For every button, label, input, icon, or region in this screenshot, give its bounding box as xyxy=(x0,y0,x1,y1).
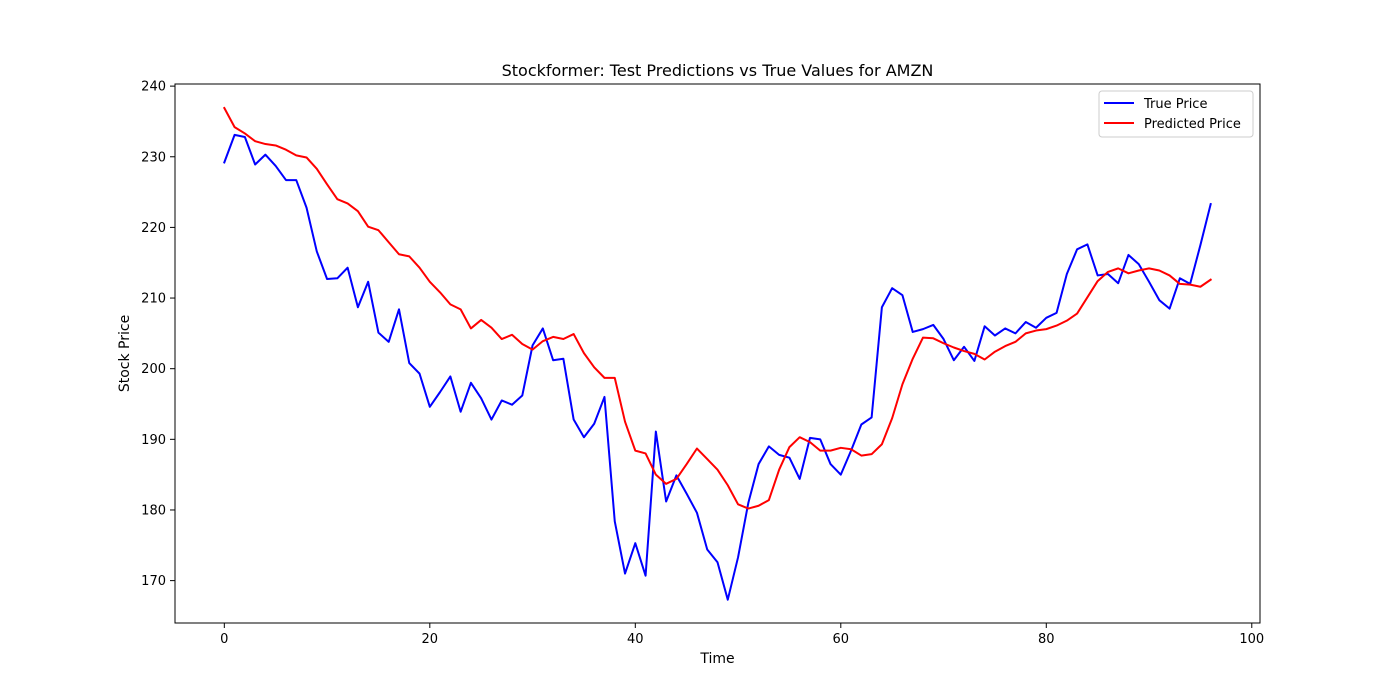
legend-label-true-price: True Price xyxy=(1143,97,1207,112)
chart-title: Stockformer: Test Predictions vs True Va… xyxy=(502,61,934,80)
plot-area-frame xyxy=(174,83,1261,624)
series-layer xyxy=(222,106,1213,601)
legend: True Price Predicted Price xyxy=(1098,90,1254,138)
x-axis: 0 20 40 60 80 100 xyxy=(220,623,1264,647)
y-tick-label: 220 xyxy=(141,221,166,236)
series-line-predicted-price xyxy=(222,106,1213,510)
y-axis: 170 180 190 200 210 220 230 240 xyxy=(141,80,175,589)
y-tick-label: 180 xyxy=(141,503,166,518)
x-tick-label: 80 xyxy=(1038,632,1055,647)
legend-label-predicted-price: Predicted Price xyxy=(1144,117,1241,132)
y-tick-label: 170 xyxy=(141,574,166,589)
y-tick-label: 230 xyxy=(141,150,166,165)
legend-box xyxy=(1098,90,1254,138)
y-tick-label: 190 xyxy=(141,433,166,448)
y-axis-label: Stock Price xyxy=(117,315,133,392)
x-tick-label: 0 xyxy=(220,632,228,647)
x-tick-label: 40 xyxy=(627,632,644,647)
series-line-true-price xyxy=(223,133,1212,601)
x-axis-label: Time xyxy=(699,651,734,667)
x-tick-label: 100 xyxy=(1239,632,1264,647)
y-tick-label: 200 xyxy=(141,362,166,377)
x-tick-label: 20 xyxy=(422,632,439,647)
y-tick-label: 210 xyxy=(141,292,166,307)
y-tick-label: 240 xyxy=(141,80,166,95)
x-tick-label: 60 xyxy=(833,632,850,647)
